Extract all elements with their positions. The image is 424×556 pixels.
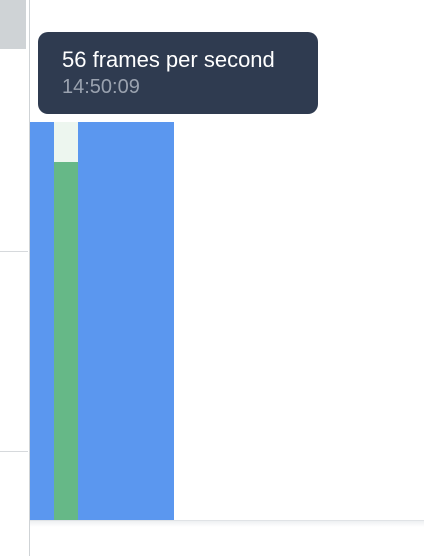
timeline-baseline [30, 520, 424, 521]
timeline-overview-strip [0, 0, 28, 556]
frame-bar-blue-secondary[interactable] [78, 136, 174, 520]
frame-tooltip: 56 frames per second 14:50:09 [38, 32, 318, 114]
grid-tick [0, 451, 28, 452]
panel-divider [29, 0, 30, 556]
timeline-baseline-shadow [30, 521, 424, 527]
grid-tick [0, 251, 28, 252]
tooltip-time: 14:50:09 [62, 76, 140, 98]
tooltip-title: 56 frames per second [62, 47, 275, 72]
frame-bar-green[interactable] [54, 162, 78, 520]
overview-scroll-thumb[interactable] [0, 0, 26, 49]
frames-timeline [30, 0, 424, 556]
frame-bar-highlight-top [54, 122, 78, 162]
